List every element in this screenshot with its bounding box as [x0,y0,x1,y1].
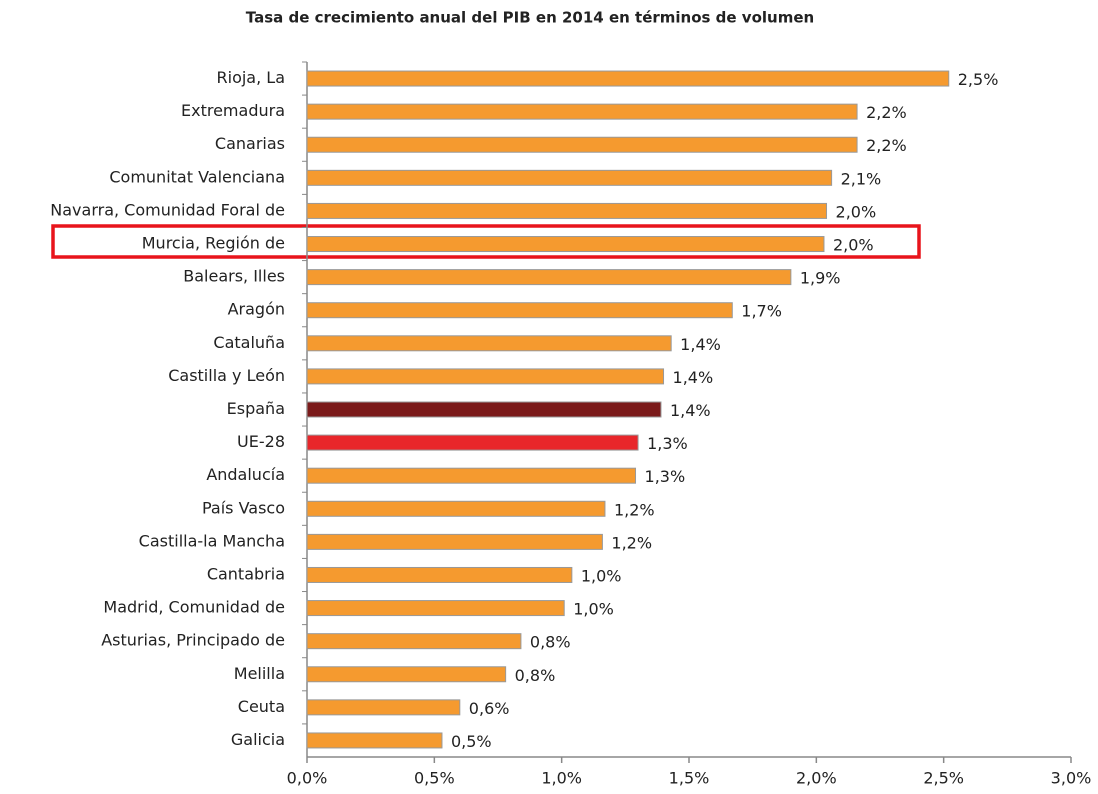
chart-title: Tasa de crecimiento anual del PIB en 201… [246,9,814,27]
bar [306,335,672,352]
category-label: Ceuta [238,697,285,716]
bar [306,500,606,517]
value-label: 1,7% [741,302,782,321]
x-tick-label: 0,0% [287,769,328,788]
x-tick-label: 0,5% [414,769,455,788]
bar [306,136,858,153]
category-label: Castilla y León [168,366,285,385]
value-label: 1,3% [645,467,686,486]
value-label: 1,4% [670,401,711,420]
category-label: Aragón [228,300,285,319]
category-label: Melilla [234,664,285,683]
highlight-box [51,224,921,259]
category-label: Navarra, Comunidad Foral de [50,200,285,219]
bar [306,368,665,385]
bar [306,467,637,484]
category-label: Canarias [215,134,285,153]
bar [306,434,639,451]
value-label: 2,0% [833,236,874,255]
bar [306,70,950,87]
value-label: 1,0% [573,600,614,619]
bar [306,633,522,650]
category-label: Madrid, Comunidad de [103,598,285,617]
category-label: España [227,399,285,418]
bar [306,236,825,253]
bar [306,566,573,583]
category-label: Comunitat Valenciana [109,167,285,186]
value-label: 2,5% [958,70,999,89]
bar [306,202,828,219]
category-label: Asturias, Principado de [101,631,285,650]
bar [306,732,443,749]
x-tick-label: 2,0% [796,769,837,788]
value-label: 2,2% [866,136,907,155]
bar [306,533,603,550]
x-tick-label: 1,0% [541,769,582,788]
value-label: 2,1% [841,169,882,188]
category-label: Cantabria [207,564,285,583]
value-label: 0,8% [530,633,571,652]
category-label: Andalucía [206,465,285,484]
bar [306,600,565,617]
value-label: 1,3% [647,434,688,453]
value-label: 1,4% [673,368,714,387]
x-tick-label: 1,5% [669,769,710,788]
bar [306,302,733,319]
category-label: Extremadura [181,101,285,120]
category-label: Balears, Illes [183,267,285,286]
bar [306,169,833,186]
value-label: 1,2% [611,533,652,552]
category-label: Rioja, La [217,68,286,87]
value-label: 1,0% [581,566,622,585]
bar [306,103,858,120]
bar [306,666,507,683]
x-tick-label: 2,5% [923,769,964,788]
x-tick-label: 3,0% [1051,769,1092,788]
value-label: 2,2% [866,103,907,122]
value-label: 1,2% [614,500,655,519]
value-label: 0,6% [469,699,510,718]
category-label: Castilla-la Mancha [139,531,285,550]
value-label: 0,5% [451,732,492,751]
value-label: 0,8% [515,666,556,685]
value-label: 2,0% [836,202,877,221]
bar [306,269,792,286]
category-label: Galicia [231,730,285,749]
value-label: 1,4% [680,335,721,354]
bar [306,401,662,418]
category-label: País Vasco [202,498,285,517]
value-label: 1,9% [800,269,841,288]
bar [306,699,461,716]
category-label: Cataluña [213,333,285,352]
category-label: UE-28 [237,432,285,451]
category-label: Murcia, Región de [142,234,285,253]
